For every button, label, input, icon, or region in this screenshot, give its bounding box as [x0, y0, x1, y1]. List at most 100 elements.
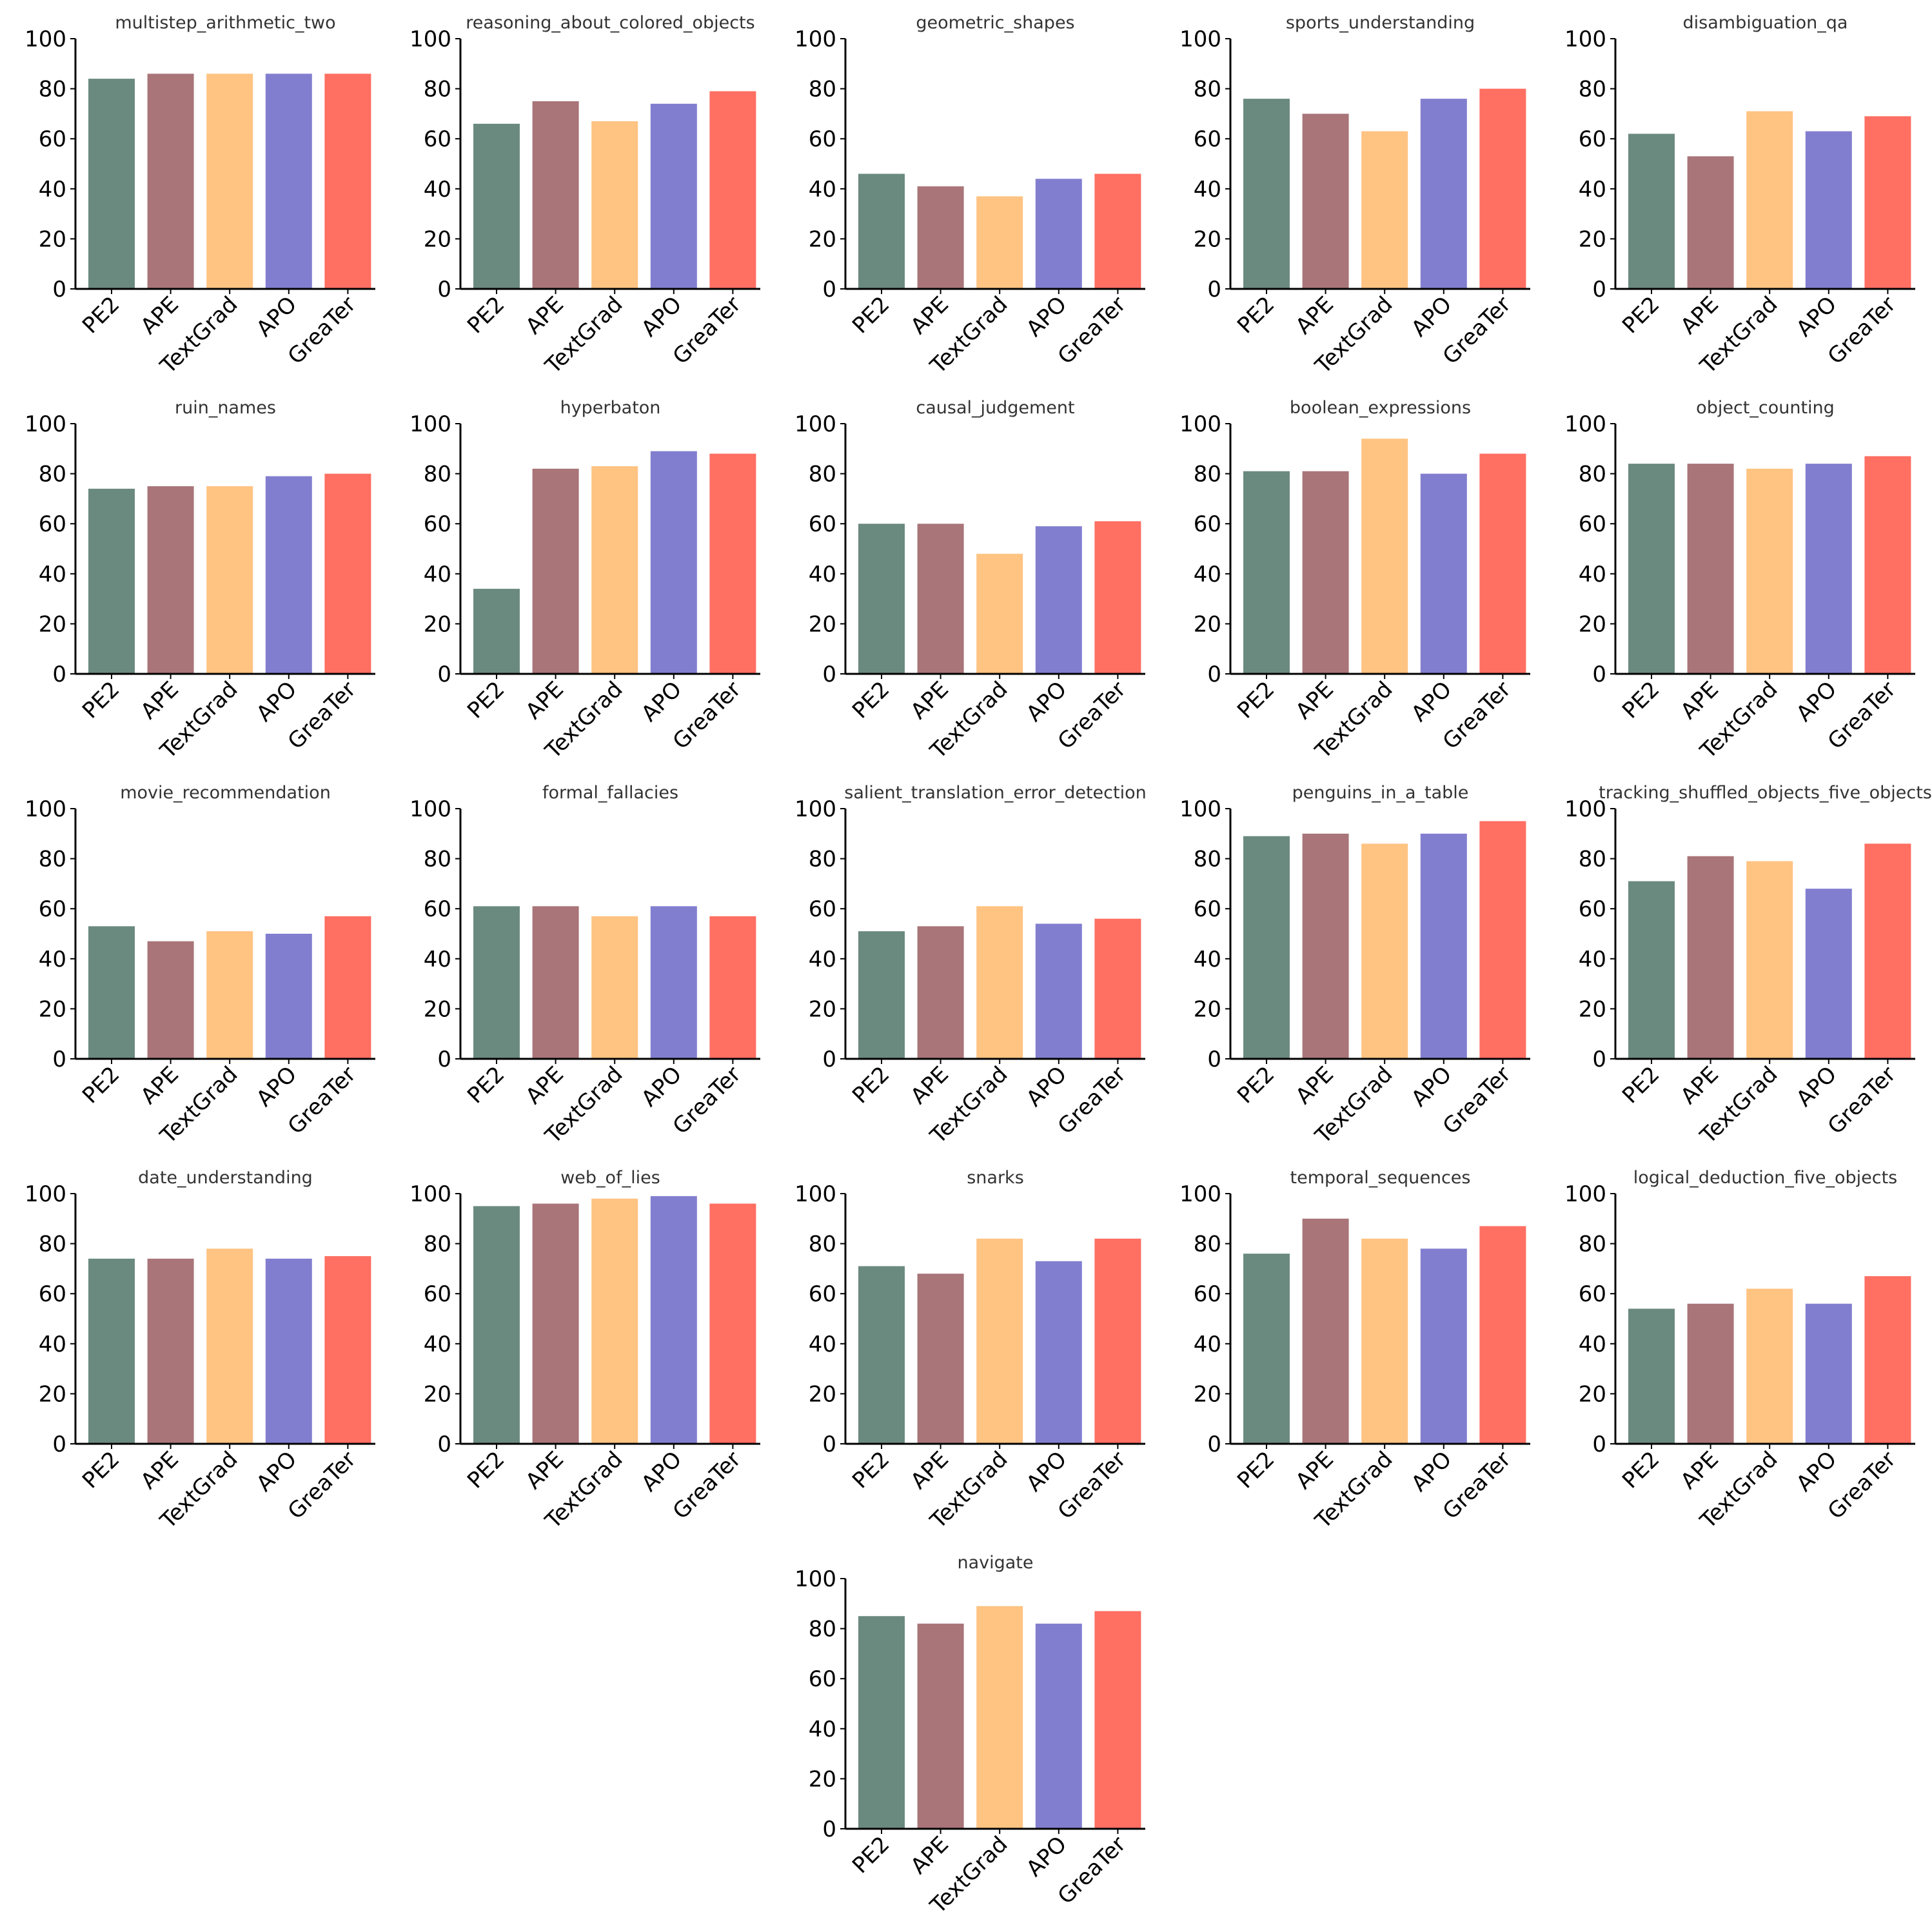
- y-tick-label: 80: [809, 1232, 836, 1257]
- bar-greater: [1864, 1276, 1911, 1444]
- panel-title: causal_judgement: [916, 398, 1074, 418]
- panel-title: web_of_lies: [560, 1168, 660, 1188]
- panel-title: reasoning_about_colored_objects: [466, 13, 754, 33]
- panel-title: boolean_expressions: [1290, 398, 1471, 418]
- y-tick-label: 80: [1579, 1232, 1606, 1257]
- x-tick-label: APE: [521, 1446, 569, 1494]
- x-tick-label: APE: [1291, 676, 1339, 724]
- bar-ape: [1687, 156, 1734, 289]
- y-tick-label: 80: [39, 1232, 66, 1257]
- bar-pe2: [1243, 836, 1290, 1059]
- bar-greater: [1094, 1611, 1141, 1829]
- y-tick-label: 20: [39, 611, 66, 637]
- bar-greater: [1094, 918, 1141, 1059]
- bar-ape: [1687, 464, 1734, 674]
- bar-ape: [147, 74, 194, 289]
- y-tick-label: 80: [39, 847, 66, 872]
- bar-greater: [324, 1256, 371, 1444]
- y-tick-label: 100: [409, 1181, 451, 1207]
- y-tick-label: 100: [409, 796, 451, 822]
- y-tick-label: 100: [25, 796, 66, 822]
- y-tick-label: 40: [1194, 562, 1221, 587]
- y-tick-label: 100: [25, 411, 66, 437]
- x-tick-label: APO: [251, 1061, 302, 1112]
- bar-ape: [532, 1203, 579, 1444]
- bar-pe2: [473, 589, 520, 674]
- bar-apo: [1420, 833, 1467, 1059]
- bar-greater: [1479, 821, 1526, 1059]
- bar-pe2: [1243, 1254, 1290, 1444]
- y-tick-label: 40: [809, 1717, 836, 1742]
- y-tick-label: 0: [1207, 1047, 1221, 1072]
- chart-panel: salient_translation_error_detection 0 20 40…: [794, 783, 1147, 1149]
- bar-greater: [324, 916, 371, 1059]
- y-tick-label: 100: [25, 26, 66, 52]
- y-tick-label: 0: [1592, 662, 1606, 687]
- bar-apo: [1420, 473, 1467, 674]
- x-tick-label: APO: [1021, 676, 1072, 727]
- bar-textgrad: [976, 906, 1023, 1059]
- x-tick-label: APO: [251, 676, 302, 727]
- y-tick-label: 20: [809, 1381, 836, 1407]
- y-tick-label: 0: [1207, 277, 1221, 302]
- x-tick-label: APO: [1791, 1061, 1842, 1112]
- bar-pe2: [858, 173, 905, 289]
- bar-apo: [1035, 179, 1082, 289]
- bar-greater: [324, 473, 371, 674]
- bar-pe2: [88, 926, 135, 1059]
- y-tick-label: 60: [424, 896, 451, 922]
- bar-pe2: [88, 79, 135, 289]
- y-tick-label: 80: [424, 1232, 451, 1257]
- chart-panel: reasoning_about_colored_objects 0 20 40 60 80…: [409, 13, 760, 379]
- bar-ape: [147, 941, 194, 1059]
- x-tick-label: APE: [1676, 291, 1724, 339]
- y-tick-label: 20: [1194, 611, 1221, 637]
- x-tick-label: APE: [136, 1061, 184, 1109]
- x-tick-label: APO: [1406, 1446, 1457, 1497]
- y-tick-label: 0: [822, 1817, 836, 1842]
- y-tick-label: 80: [39, 462, 66, 488]
- y-tick-label: 80: [1194, 77, 1221, 103]
- y-tick-label: 20: [39, 1381, 66, 1407]
- y-tick-label: 40: [1194, 947, 1221, 972]
- bar-greater: [709, 916, 756, 1059]
- y-tick-label: 80: [424, 77, 451, 103]
- bar-pe2: [1628, 464, 1675, 674]
- y-tick-label: 60: [809, 1666, 836, 1692]
- bar-textgrad: [206, 931, 253, 1059]
- y-tick-label: 0: [822, 1047, 836, 1072]
- x-tick-label: APO: [636, 1446, 687, 1497]
- panel-title: hyperbaton: [560, 398, 661, 418]
- y-tick-label: 100: [794, 1566, 836, 1592]
- bar-textgrad: [206, 486, 253, 674]
- y-tick-label: 20: [424, 226, 451, 252]
- bar-greater: [709, 91, 756, 290]
- bar-apo: [650, 906, 697, 1059]
- x-tick-label: PE2: [1232, 291, 1279, 339]
- y-tick-label: 60: [1579, 126, 1606, 152]
- x-tick-label: APE: [1291, 1061, 1339, 1109]
- x-tick-label: APE: [906, 1446, 954, 1494]
- bar-textgrad: [591, 1198, 638, 1444]
- bar-apo: [1035, 1261, 1082, 1444]
- y-tick-label: 40: [39, 177, 66, 202]
- x-tick-label: PE2: [1617, 1061, 1664, 1108]
- bar-pe2: [1628, 1308, 1675, 1444]
- y-tick-label: 100: [1564, 796, 1606, 822]
- y-tick-label: 40: [809, 177, 836, 202]
- y-tick-label: 40: [1194, 177, 1221, 202]
- y-tick-label: 0: [437, 1047, 451, 1072]
- y-tick-label: 60: [809, 126, 836, 152]
- x-tick-label: PE2: [1232, 676, 1279, 724]
- y-tick-label: 60: [1579, 896, 1606, 922]
- panel-title: movie_recommendation: [120, 783, 331, 803]
- chart-panel: tracking_shuffled_objects_five_objects 0 2…: [1564, 783, 1932, 1149]
- x-tick-label: PE2: [847, 676, 894, 724]
- panel-title: formal_fallacies: [542, 783, 678, 803]
- bar-greater: [709, 453, 756, 674]
- y-tick-label: 40: [39, 1332, 66, 1357]
- y-tick-label: 80: [1579, 462, 1606, 488]
